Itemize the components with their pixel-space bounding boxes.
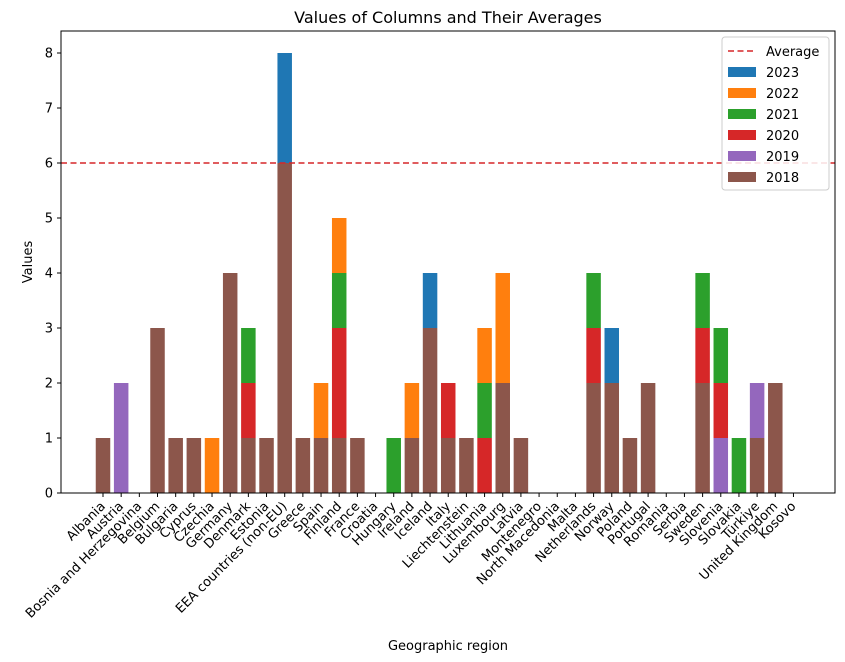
y-axis-title: Values: [21, 241, 36, 284]
bar-bulgaria-2018: [168, 438, 183, 493]
bar-albania-2018: [95, 438, 111, 493]
y-tick-label: 0: [45, 487, 53, 502]
bar-iceland-2018: [422, 328, 438, 493]
chart-title: Values of Columns and Their Averages: [294, 8, 602, 27]
legend-label-2018: 2018: [766, 171, 799, 186]
bar-finland-2020: [331, 328, 347, 438]
y-tick-label: 2: [45, 377, 53, 392]
y-tick-label: 5: [45, 212, 53, 227]
bar-luxembourg-2018: [495, 383, 510, 493]
bar-lithuania-2022: [477, 328, 492, 383]
bar-t-rkiye-2019: [749, 383, 765, 438]
bar-netherlands-2018: [586, 383, 601, 493]
y-tick-label: 8: [45, 47, 53, 62]
legend-swatch-2022: [728, 88, 756, 98]
bar-slovenia-2020: [713, 383, 729, 438]
bar-t-rkiye-2018: [749, 438, 765, 493]
bar-poland-2018: [622, 438, 638, 493]
legend-label-average: Average: [766, 45, 819, 60]
bar-slovenia-2019: [713, 438, 729, 493]
bar-norway-2018: [604, 383, 620, 493]
bar-greece-2018: [295, 438, 311, 493]
y-tick-label: 6: [45, 157, 53, 172]
y-tick-label: 3: [45, 322, 53, 337]
bar-france-2018: [350, 438, 365, 493]
bar-liechtenstein-2018: [459, 438, 474, 493]
bar-finland-2022: [331, 218, 347, 273]
bar-luxembourg-2022: [495, 273, 510, 383]
bar-spain-2018: [313, 438, 329, 493]
bar-denmark-2020: [241, 383, 256, 438]
legend-label-2019: 2019: [766, 150, 799, 165]
bar-spain-2022: [313, 383, 329, 438]
bar-portugal-2018: [640, 383, 656, 493]
bar-slovakia-2021: [731, 438, 747, 493]
bar-sweden-2018: [695, 383, 710, 493]
legend-label-2020: 2020: [766, 129, 799, 144]
y-tick-label: 7: [45, 102, 53, 117]
bar-finland-2021: [331, 273, 347, 328]
bar-czechia-2022: [204, 438, 220, 493]
bar-latvia-2018: [513, 438, 529, 493]
bar-netherlands-2020: [586, 328, 601, 383]
bar-finland-2018: [331, 438, 347, 493]
y-tick-label: 1: [45, 432, 53, 447]
legend-swatch-2018: [728, 172, 756, 182]
bar-eea-countries-non-eu-2023: [277, 53, 292, 163]
bar-italy-2018: [440, 438, 456, 493]
bar-denmark-2021: [241, 328, 256, 383]
legend-label-2022: 2022: [766, 87, 799, 102]
bar-denmark-2018: [241, 438, 256, 493]
bar-lithuania-2021: [477, 383, 492, 438]
x-axis-title: Geographic region: [388, 639, 508, 654]
bar-belgium-2018: [150, 328, 165, 493]
plot-area: [61, 53, 835, 493]
bar-germany-2018: [222, 273, 238, 493]
legend-swatch-2021: [728, 109, 756, 119]
legend-label-2023: 2023: [766, 66, 799, 81]
legend: Average 2023 2022 2021 2020 2019 2018: [721, 36, 830, 191]
bar-ireland-2018: [404, 438, 420, 493]
bar-eea-countries-non-eu-2018: [277, 163, 292, 493]
legend-swatch-2020: [728, 130, 756, 140]
bar-iceland-2023: [422, 273, 438, 328]
bar-united-kingdom-2018: [768, 383, 783, 493]
y-axis: 0 1 2 3 4 5 6 7 8: [45, 47, 61, 502]
bar-ireland-2022: [404, 383, 420, 438]
bar-sweden-2021: [695, 273, 710, 328]
bar-lithuania-2020: [477, 438, 492, 493]
y-tick-label: 4: [45, 267, 53, 282]
legend-swatch-2023: [728, 67, 756, 77]
bar-hungary-2021: [386, 438, 401, 493]
legend-swatch-2019: [728, 151, 756, 161]
bar-cyprus-2018: [186, 438, 202, 493]
bar-slovenia-2021: [713, 328, 729, 383]
bar-austria-2019: [113, 383, 129, 493]
bar-sweden-2020: [695, 328, 710, 383]
legend-label-2021: 2021: [766, 108, 799, 123]
bar-estonia-2018: [259, 438, 274, 493]
bar-norway-2023: [604, 328, 620, 383]
bar-netherlands-2021: [586, 273, 601, 328]
bar-italy-2020: [440, 383, 456, 438]
